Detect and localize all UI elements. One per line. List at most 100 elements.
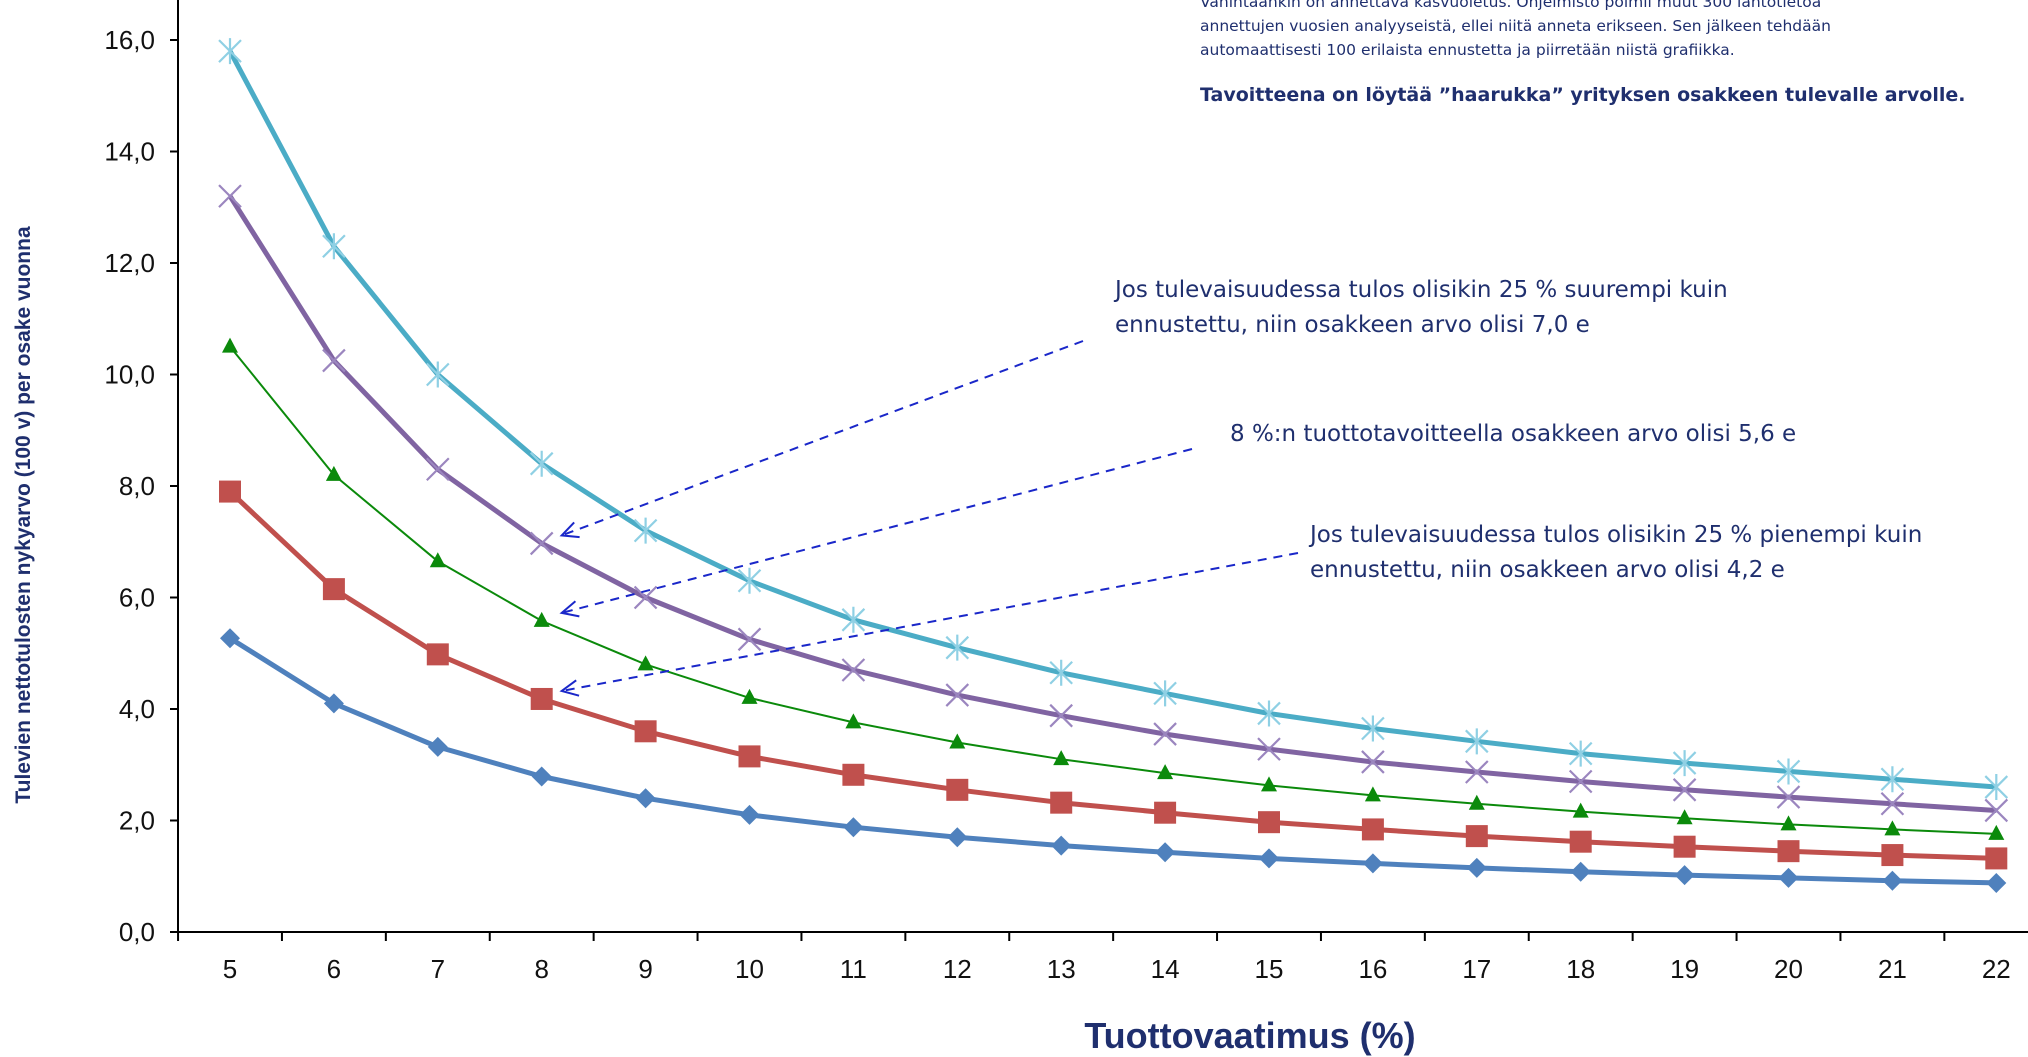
info-goal: Tavoitteena on löytää ”haarukka” yrityks… bbox=[1200, 84, 1966, 106]
x-tick-label: 5 bbox=[223, 954, 237, 984]
marker-s50low bbox=[1259, 848, 1279, 869]
marker-plus25 bbox=[633, 585, 658, 610]
marker-minus25 bbox=[1673, 835, 1696, 858]
x-tick-label: 19 bbox=[1670, 954, 1699, 984]
marker-minus25 bbox=[322, 578, 345, 601]
x-axis-label: Tuottovaatimus (%) bbox=[1084, 1015, 1415, 1056]
marker-plus25 bbox=[426, 457, 450, 482]
marker-minus25 bbox=[530, 687, 553, 710]
marker-base bbox=[637, 655, 654, 671]
x-tick-label: 20 bbox=[1774, 954, 1803, 984]
x-tick-label: 18 bbox=[1566, 954, 1595, 984]
annotation-minus25: Jos tulevaisuudessa tulos olisikin 25 % … bbox=[1310, 518, 1922, 588]
marker-base bbox=[1988, 824, 2005, 840]
annotation-arrowhead-base bbox=[559, 600, 580, 618]
y-tick-label: 2,0 bbox=[119, 806, 155, 836]
marker-s50low bbox=[947, 827, 968, 848]
marker-plus25 bbox=[1465, 760, 1489, 784]
marker-s50 bbox=[1153, 680, 1177, 707]
info-box: Vähintäänkin on annettava kasvuoletus. O… bbox=[1200, 0, 2000, 108]
marker-s50 bbox=[945, 634, 970, 661]
axes: 0,0 2,0 4,0 6,0 8,0 10,0 12,0 14,0 16,0 5 6 7 8 9 10 11… bbox=[104, 0, 2028, 984]
marker-s50low bbox=[843, 817, 864, 838]
y-tick-label: 6,0 bbox=[119, 583, 155, 613]
x-tick-label: 14 bbox=[1151, 954, 1180, 984]
marker-s50low bbox=[323, 693, 344, 714]
marker-minus25 bbox=[738, 745, 761, 768]
x-tick-label: 7 bbox=[431, 954, 445, 984]
marker-s50low bbox=[1362, 853, 1383, 874]
marker-s50low bbox=[1674, 865, 1695, 886]
annotation-arrow-base bbox=[561, 448, 1193, 614]
annotation-arrow-minus25 bbox=[561, 552, 1299, 692]
info-line-2: annettujen vuosien analyyseistä, ellei n… bbox=[1200, 17, 1831, 35]
marker-plus25 bbox=[1672, 778, 1697, 802]
marker-s50low bbox=[1155, 842, 1176, 863]
marker-base bbox=[222, 337, 238, 353]
marker-s50low bbox=[531, 766, 552, 787]
marker-plus25 bbox=[322, 348, 346, 373]
marker-s50low bbox=[427, 736, 448, 757]
annotation-plus25-line-1: Jos tulevaisuudessa tulos olisikin 25 % … bbox=[1115, 277, 1728, 303]
marker-minus25 bbox=[1569, 830, 1592, 853]
y-tick-label: 16,0 bbox=[104, 25, 155, 55]
marker-s50low bbox=[220, 628, 240, 649]
marker-s50 bbox=[737, 567, 762, 594]
marker-plus25 bbox=[737, 627, 762, 652]
x-tick-label: 10 bbox=[735, 954, 764, 984]
marker-minus25 bbox=[1361, 818, 1384, 841]
x-tick-label: 13 bbox=[1047, 954, 1076, 984]
marker-base bbox=[1053, 750, 1070, 766]
info-line-1: Vähintäänkin on annettava kasvuoletus. O… bbox=[1200, 0, 1822, 11]
marker-base bbox=[1261, 776, 1277, 792]
marker-s50low bbox=[1466, 857, 1487, 878]
x-tick-label: 22 bbox=[1982, 954, 2011, 984]
marker-plus25 bbox=[1880, 791, 1905, 816]
x-tick-label: 15 bbox=[1255, 954, 1284, 984]
marker-base bbox=[1364, 786, 1381, 802]
series-line-base bbox=[229, 345, 1997, 835]
marker-plus25 bbox=[1361, 750, 1385, 774]
marker-base bbox=[1468, 794, 1485, 810]
marker-s50low bbox=[1570, 861, 1591, 882]
x-tick-label: 17 bbox=[1462, 954, 1491, 984]
series-line-minus25 bbox=[228, 489, 1997, 861]
marker-minus25 bbox=[1985, 847, 2008, 870]
marker-minus25 bbox=[219, 480, 241, 503]
marker-minus25 bbox=[1881, 844, 1904, 867]
marker-s50low bbox=[1882, 870, 1903, 891]
marker-minus25 bbox=[1465, 825, 1488, 848]
marker-s50 bbox=[218, 38, 242, 65]
series-plus25 bbox=[218, 184, 2009, 823]
marker-plus25 bbox=[1984, 798, 2009, 823]
marker-minus25 bbox=[426, 643, 449, 666]
series-s50 bbox=[218, 38, 2009, 801]
marker-base bbox=[1676, 809, 1693, 825]
annotation-minus25-line-2: ennustettu, niin osakkeen arvo olisi 4,2… bbox=[1310, 557, 1785, 583]
marker-base bbox=[741, 688, 758, 704]
marker-s50 bbox=[1257, 700, 1281, 727]
series-line-plus25 bbox=[227, 194, 1997, 813]
marker-plus25 bbox=[218, 184, 242, 208]
annotation-base: 8 %:n tuottotavoitteella osakkeen arvo o… bbox=[1230, 417, 1796, 452]
y-tick-label: 14,0 bbox=[104, 137, 155, 167]
annotation-arrowhead-plus25 bbox=[559, 521, 580, 539]
marker-minus25 bbox=[634, 720, 657, 743]
marker-s50 bbox=[633, 517, 658, 544]
x-tick-label: 8 bbox=[534, 954, 548, 984]
series-s50low bbox=[220, 628, 2007, 893]
marker-plus25 bbox=[1776, 785, 1801, 809]
marker-base bbox=[1572, 802, 1589, 818]
y-tick-label: 10,0 bbox=[104, 360, 155, 390]
marker-minus25 bbox=[842, 763, 865, 786]
series-base bbox=[222, 337, 2005, 840]
y-tick-label: 8,0 bbox=[119, 471, 155, 501]
marker-plus25 bbox=[1049, 703, 1073, 728]
info-line-3: automaattisesti 100 erilaista ennustetta… bbox=[1200, 41, 1735, 59]
marker-s50 bbox=[1880, 766, 1905, 793]
marker-s50low bbox=[1051, 835, 1072, 856]
marker-s50low bbox=[635, 788, 656, 809]
annotation-minus25-line-1: Jos tulevaisuudessa tulos olisikin 25 % … bbox=[1310, 522, 1923, 548]
marker-base bbox=[949, 733, 966, 749]
marker-s50low bbox=[1986, 872, 2007, 893]
